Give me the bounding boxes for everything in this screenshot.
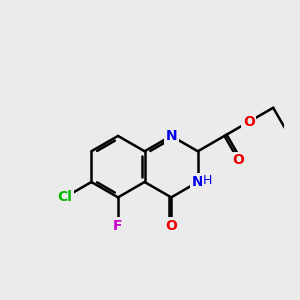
Text: O: O [232, 153, 244, 167]
Text: N: N [192, 175, 204, 189]
Text: N: N [192, 175, 204, 189]
Text: Cl: Cl [57, 190, 72, 204]
Text: F: F [113, 218, 123, 233]
Text: H: H [203, 174, 212, 187]
Text: O: O [165, 218, 177, 233]
Text: O: O [243, 115, 255, 129]
Text: N: N [165, 129, 177, 143]
